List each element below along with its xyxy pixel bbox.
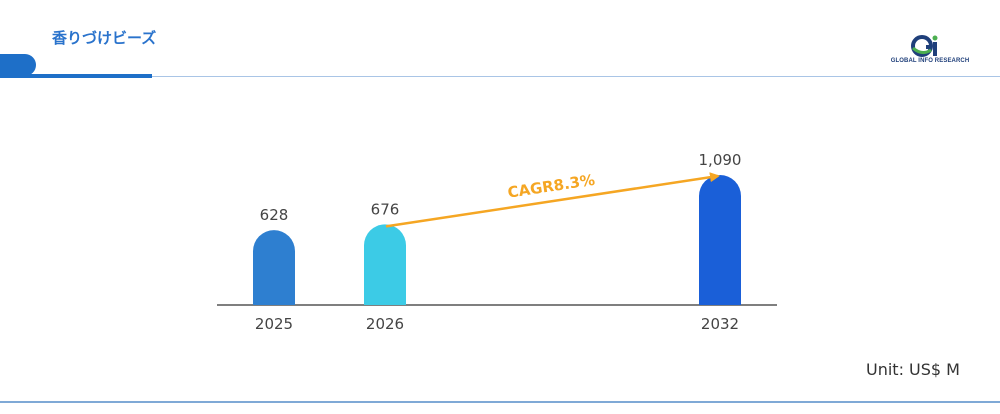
unit-label: Unit: US$ M (866, 360, 960, 379)
x-tick-label-2026: 2026 (366, 315, 404, 333)
logo-text: GLOBAL INFO RESEARCH (890, 58, 970, 64)
cagr-arrow (385, 172, 720, 228)
header-accent-line (0, 74, 152, 78)
header-divider (152, 76, 1000, 77)
company-logo: GLOBAL INFO RESEARCH (884, 34, 976, 70)
bar-2025 (253, 230, 295, 305)
value-label-2032: 1,090 (699, 151, 742, 169)
bar-2026 (364, 224, 406, 305)
logo-mark-icon (911, 35, 938, 57)
bar-2032 (699, 175, 741, 305)
value-label-2026: 676 (371, 200, 400, 218)
x-tick-label-2025: 2025 (255, 315, 293, 333)
footer-divider (0, 401, 1000, 403)
header-accent-tab (0, 54, 36, 76)
value-label-2025: 628 (260, 206, 289, 224)
x-tick-label-2032: 2032 (701, 315, 739, 333)
page-title: 香りづけビーズ (52, 29, 157, 47)
